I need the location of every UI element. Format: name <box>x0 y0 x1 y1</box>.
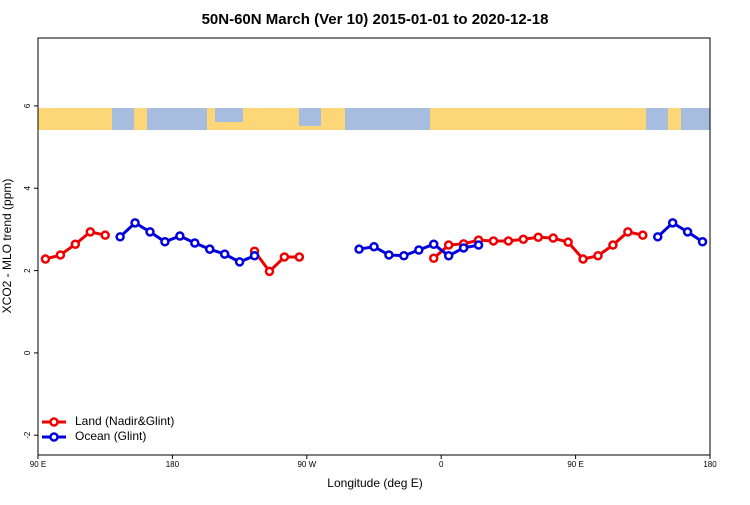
legend-label: Land (Nadir&Glint) <box>75 414 174 428</box>
data-point <box>473 240 484 250</box>
data-point <box>503 236 514 246</box>
x-tick-label: 180 <box>166 460 180 469</box>
data-point <box>638 230 648 240</box>
data-point <box>443 251 454 261</box>
map-ocean <box>147 108 207 130</box>
x-tick-label: 90 W <box>297 460 316 469</box>
data-point <box>667 218 678 228</box>
map-ocean <box>345 108 430 130</box>
data-point <box>40 254 51 264</box>
map-ocean <box>215 108 243 122</box>
data-point <box>533 232 544 242</box>
data-point <box>294 252 305 262</box>
data-point <box>234 257 245 267</box>
x-axis-label: Longitude (deg E) <box>327 476 422 490</box>
map-ocean <box>112 108 134 130</box>
data-point <box>219 249 230 259</box>
data-point <box>160 237 170 247</box>
data-point <box>623 227 633 237</box>
data-point <box>548 233 558 243</box>
data-point <box>428 253 439 263</box>
legend-marker <box>49 432 59 442</box>
data-point <box>563 237 573 247</box>
data-point <box>488 236 499 246</box>
data-point <box>354 244 364 254</box>
y-tick-label: 4 <box>23 185 32 190</box>
data-point <box>85 227 96 237</box>
data-point <box>115 232 125 242</box>
map-ocean <box>681 108 710 130</box>
x-tick-label: 90 E <box>30 460 46 469</box>
data-point <box>443 240 454 250</box>
data-point <box>458 243 469 253</box>
y-tick-label: 6 <box>23 103 32 108</box>
data-point <box>190 238 200 248</box>
chart-title: 50N-60N March (Ver 10) 2015-01-01 to 202… <box>202 11 549 28</box>
data-point <box>608 240 618 250</box>
data-point <box>428 239 439 249</box>
data-point <box>369 241 379 252</box>
y-axis-label: XCO2 - MLO trend (ppm) <box>0 179 14 314</box>
y-tick-label: 2 <box>23 268 32 273</box>
data-point <box>652 232 663 242</box>
x-tick-label: 180 <box>703 460 717 469</box>
data-point <box>384 250 394 260</box>
data-point <box>279 252 290 262</box>
data-point <box>249 251 260 261</box>
data-point <box>264 266 275 277</box>
data-point <box>682 227 693 237</box>
plot-frame <box>37 37 711 456</box>
data-point <box>100 230 110 240</box>
data-point <box>578 254 588 264</box>
data-point <box>70 239 81 249</box>
data-point <box>593 251 603 261</box>
legend-label: Ocean (Glint) <box>75 429 146 443</box>
data-point <box>204 244 215 254</box>
data-point <box>414 245 424 255</box>
legend: Land (Nadir&Glint)Ocean (Glint) <box>42 414 174 443</box>
x-tick-label: 0 <box>439 460 444 469</box>
data-point <box>55 250 66 260</box>
data-point <box>130 218 140 228</box>
data-point <box>175 231 185 241</box>
x-tick-label: 90 E <box>567 460 583 469</box>
data-point <box>697 237 708 247</box>
data-point <box>399 251 409 261</box>
data-point <box>518 234 529 245</box>
map-band <box>38 108 710 130</box>
map-ocean <box>299 108 321 126</box>
legend-marker <box>49 417 59 427</box>
y-tick-label: -2 <box>23 431 32 439</box>
map-ocean <box>646 108 668 130</box>
y-tick-label: 0 <box>23 350 32 355</box>
data-point <box>145 227 155 237</box>
